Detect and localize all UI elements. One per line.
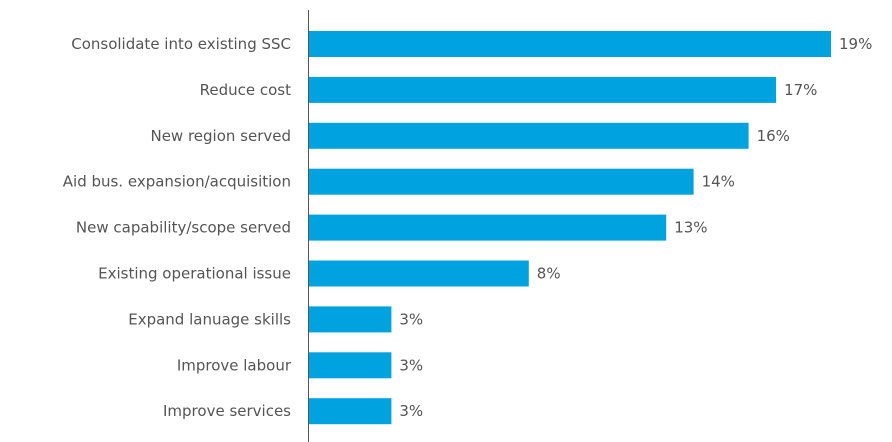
value-label-1: 17% <box>784 81 817 99</box>
bar-6 <box>309 306 392 333</box>
value-label-7: 3% <box>399 356 423 374</box>
category-label-4: New capability/scope served <box>76 219 291 237</box>
bar-0 <box>309 31 831 57</box>
category-label-0: Consolidate into existing SSC <box>71 35 291 53</box>
value-label-4: 13% <box>674 219 707 237</box>
value-label-8: 3% <box>399 402 423 420</box>
bar-1 <box>309 76 777 103</box>
category-label-6: Expand lanuage skills <box>128 310 291 328</box>
category-label-2: New region served <box>150 127 291 145</box>
category-label-7: Improve labour <box>177 356 292 374</box>
category-label-8: Improve services <box>163 402 291 420</box>
value-label-5: 8% <box>537 265 561 283</box>
category-label-5: Existing operational issue <box>98 265 291 283</box>
value-label-3: 14% <box>702 173 735 191</box>
category-labels-group: Consolidate into existing SSC Reduce cost… <box>63 35 292 420</box>
bars-group <box>309 31 831 425</box>
bar-8 <box>309 398 392 425</box>
value-label-6: 3% <box>399 310 423 328</box>
category-label-1: Reduce cost <box>200 81 291 99</box>
bar-5 <box>309 260 529 287</box>
bar-4 <box>309 214 667 241</box>
bar-7 <box>309 352 392 379</box>
value-label-2: 16% <box>757 127 790 145</box>
bar-3 <box>309 168 694 195</box>
value-label-0: 19% <box>839 35 872 53</box>
category-label-3: Aid bus. expansion/acquisition <box>63 173 291 191</box>
bar-2 <box>309 122 749 149</box>
value-labels-group: 19% 17% 16% 14% 13% 8% 3% 3% 3% <box>399 35 872 420</box>
